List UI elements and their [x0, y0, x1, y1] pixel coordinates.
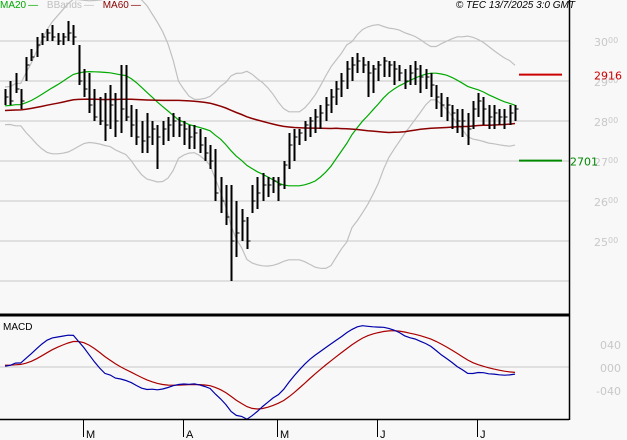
chart-frame [0, 0, 571, 421]
legend-ma20-swatch: — [28, 0, 39, 11]
x-tick-label: M [280, 429, 289, 440]
x-tick-label: J [480, 429, 486, 440]
svg-text:000: 000 [600, 362, 621, 375]
svg-text:2916: 2916 [594, 70, 622, 83]
svg-text:2701: 2701 [570, 156, 598, 169]
bollinger-bands [4, 0, 516, 270]
y-tick-label: 2800 [594, 116, 618, 129]
y-tick-label: 2600 [594, 196, 618, 209]
legend-bbands: BBands [46, 0, 82, 11]
macd-panel: 040 000 -040 [0, 325, 621, 420]
support-resistance-levels: 2916 2701 [519, 70, 622, 169]
y-tick-label: 3000 [594, 36, 618, 49]
svg-text:-040: -040 [596, 385, 621, 398]
moving-averages [4, 70, 516, 187]
y-tick-label: 2700 [594, 156, 618, 169]
y-tick-label: 2500 [594, 236, 618, 249]
copyright-timestamp: © TEC 13/7/2025 3:0 GMT [455, 0, 575, 11]
svg-text:040: 040 [600, 339, 621, 352]
price-bars [4, 21, 519, 281]
y-tick-label: 2900 [594, 76, 618, 89]
macd-title: MACD [3, 322, 33, 333]
legend-ma60: MA60 [102, 0, 129, 11]
legend-ma20: MA20 [0, 0, 27, 11]
x-tick-label: J [380, 429, 386, 440]
legend-ma60-swatch: — [130, 0, 141, 11]
price-y-axis-labels: 3000 2900 2800 2700 2600 2500 [594, 36, 618, 249]
chart-legend: MA20— BBands — MA60— [0, 0, 143, 12]
x-tick-label: A [186, 429, 194, 440]
x-tick-label: M [86, 429, 95, 440]
legend-bbands-swatch: — [83, 0, 94, 11]
